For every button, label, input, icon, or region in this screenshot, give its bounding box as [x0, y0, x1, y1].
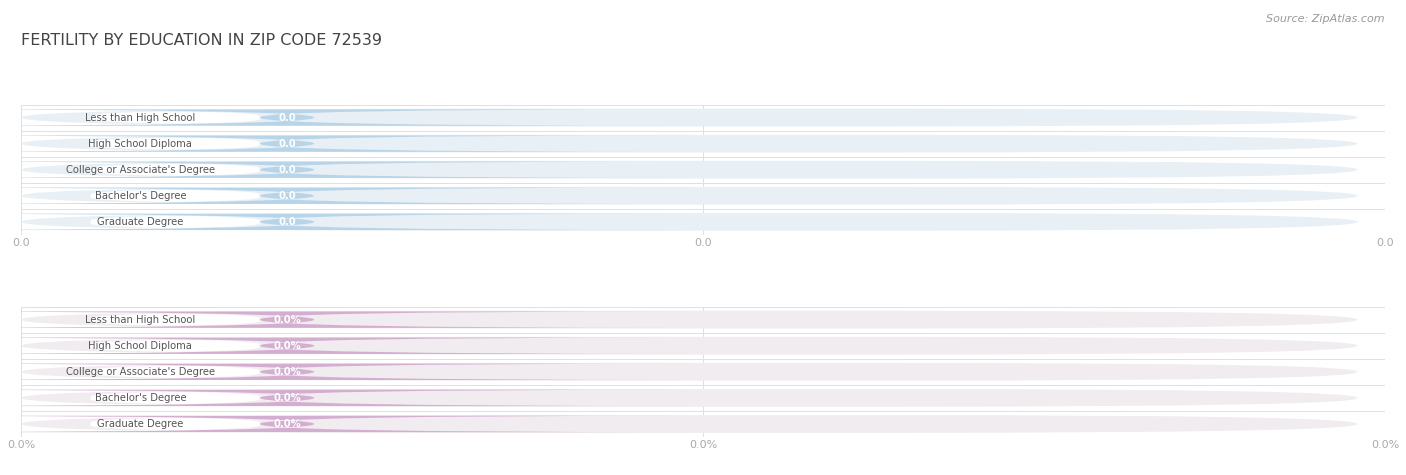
FancyBboxPatch shape [0, 162, 689, 178]
Text: Graduate Degree: Graduate Degree [97, 419, 184, 429]
FancyBboxPatch shape [0, 390, 689, 406]
FancyBboxPatch shape [0, 338, 689, 354]
FancyBboxPatch shape [0, 416, 415, 432]
FancyBboxPatch shape [21, 389, 1358, 407]
FancyBboxPatch shape [0, 214, 415, 230]
FancyBboxPatch shape [21, 311, 1358, 329]
FancyBboxPatch shape [21, 161, 1358, 179]
FancyBboxPatch shape [0, 135, 689, 152]
Text: High School Diploma: High School Diploma [89, 139, 193, 149]
Text: Graduate Degree: Graduate Degree [97, 217, 184, 227]
FancyBboxPatch shape [0, 188, 689, 204]
Text: 0.0: 0.0 [278, 139, 295, 149]
FancyBboxPatch shape [21, 213, 1358, 231]
FancyBboxPatch shape [0, 390, 415, 406]
FancyBboxPatch shape [0, 416, 689, 432]
Text: 0.0%: 0.0% [273, 419, 301, 429]
FancyBboxPatch shape [0, 188, 415, 204]
FancyBboxPatch shape [0, 312, 689, 328]
FancyBboxPatch shape [21, 337, 1358, 355]
FancyBboxPatch shape [0, 364, 415, 380]
Text: 0.0%: 0.0% [273, 341, 301, 351]
Text: College or Associate's Degree: College or Associate's Degree [66, 367, 215, 377]
FancyBboxPatch shape [0, 136, 415, 152]
Text: 0.0: 0.0 [278, 165, 295, 175]
FancyBboxPatch shape [21, 109, 1358, 126]
FancyBboxPatch shape [21, 415, 1358, 433]
FancyBboxPatch shape [21, 187, 1358, 205]
Text: Less than High School: Less than High School [86, 314, 195, 324]
FancyBboxPatch shape [0, 214, 689, 230]
Text: College or Associate's Degree: College or Associate's Degree [66, 165, 215, 175]
Text: 0.0%: 0.0% [273, 367, 301, 377]
Text: Less than High School: Less than High School [86, 113, 195, 123]
FancyBboxPatch shape [0, 110, 415, 125]
FancyBboxPatch shape [0, 338, 415, 353]
Text: 0.0%: 0.0% [273, 393, 301, 403]
FancyBboxPatch shape [0, 109, 689, 126]
Text: Source: ZipAtlas.com: Source: ZipAtlas.com [1267, 14, 1385, 24]
Text: 0.0%: 0.0% [273, 314, 301, 324]
Text: 0.0: 0.0 [278, 217, 295, 227]
FancyBboxPatch shape [0, 162, 415, 178]
FancyBboxPatch shape [21, 135, 1358, 152]
FancyBboxPatch shape [21, 363, 1358, 380]
Text: High School Diploma: High School Diploma [89, 341, 193, 351]
Text: 0.0: 0.0 [278, 113, 295, 123]
Text: Bachelor's Degree: Bachelor's Degree [94, 191, 186, 201]
Text: 0.0: 0.0 [278, 191, 295, 201]
FancyBboxPatch shape [0, 363, 689, 380]
Text: FERTILITY BY EDUCATION IN ZIP CODE 72539: FERTILITY BY EDUCATION IN ZIP CODE 72539 [21, 33, 382, 48]
FancyBboxPatch shape [0, 312, 415, 327]
Text: Bachelor's Degree: Bachelor's Degree [94, 393, 186, 403]
